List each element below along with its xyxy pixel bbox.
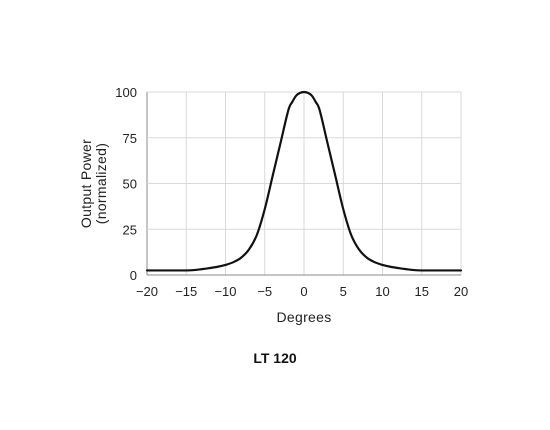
x-tick-label: 0 bbox=[300, 284, 307, 299]
x-tick-label: 15 bbox=[415, 284, 429, 299]
y-axis-label: Output Power (normalized) bbox=[78, 139, 109, 228]
x-tick-label: −10 bbox=[214, 284, 236, 299]
y-tick-labels: 0 25 50 75 100 bbox=[115, 85, 137, 283]
y-tick-label: 50 bbox=[123, 177, 137, 192]
y-tick-label: 0 bbox=[130, 268, 137, 283]
series-line bbox=[145, 90, 463, 272]
y-axis-label-line-1: Output Power bbox=[78, 139, 94, 228]
y-tick-label: 25 bbox=[123, 222, 137, 237]
x-tick-label: −15 bbox=[175, 284, 197, 299]
y-tick-label: 75 bbox=[123, 131, 137, 146]
x-tick-label: 20 bbox=[454, 284, 468, 299]
x-tick-labels: −20 −15 −10 −5 0 5 10 15 20 bbox=[136, 284, 468, 299]
y-axis-label-line-2: (normalized) bbox=[93, 143, 109, 224]
x-tick-label: 10 bbox=[375, 284, 389, 299]
x-axis-label: Degrees bbox=[276, 309, 331, 325]
x-tick-label: 5 bbox=[340, 284, 347, 299]
chart-caption: LT 120 bbox=[253, 350, 297, 366]
y-tick-label: 100 bbox=[115, 85, 137, 100]
grid bbox=[146, 91, 462, 276]
x-tick-label: −5 bbox=[257, 284, 272, 299]
x-tick-label: −20 bbox=[136, 284, 158, 299]
